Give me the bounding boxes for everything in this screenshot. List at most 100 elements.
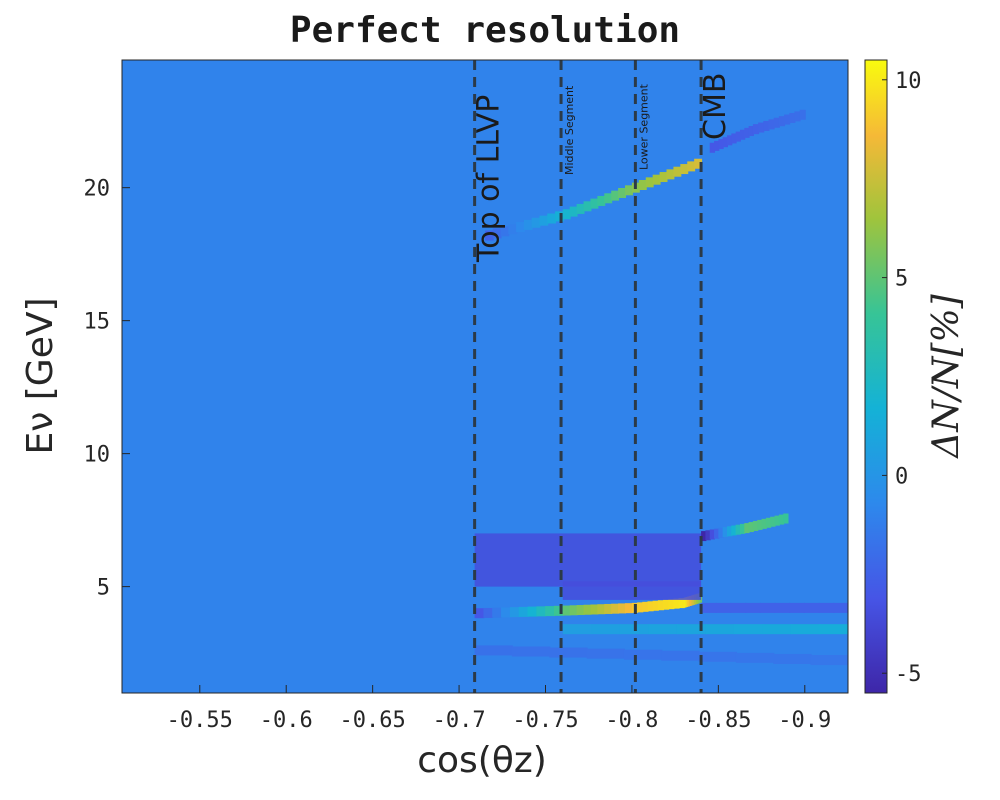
heatmap-cell: [714, 140, 720, 151]
heatmap-cell: [492, 607, 503, 618]
heatmap-cell: [790, 624, 821, 635]
colorbar-tick-label: -5: [895, 662, 922, 687]
heatmap-cell: [666, 169, 675, 180]
y-tick-label: 20: [84, 177, 111, 202]
heatmap-cell: [718, 527, 724, 538]
heatmap-cell: [569, 605, 578, 616]
heatmap-cell: [794, 111, 801, 122]
heatmap-cell: [680, 164, 689, 175]
heatmap-cell: [642, 601, 649, 612]
heatmap-cells: [474, 109, 848, 666]
heatmap-cell: [673, 166, 682, 177]
heatmap-cell: [759, 602, 776, 613]
heatmap-cell: [789, 602, 805, 613]
x-tick-label: -0.65: [340, 708, 406, 733]
heatmap-cell: [783, 513, 789, 524]
heatmap-cell: [735, 131, 741, 142]
heatmap-cell: [731, 525, 737, 536]
heatmap-cell: [688, 595, 692, 606]
heatmap-cell: [768, 119, 775, 130]
heatmap-cell: [778, 514, 785, 525]
heatmap-cell: [687, 596, 690, 607]
heatmap-cell: [715, 602, 732, 613]
colorbar-tick-label: 0: [895, 464, 908, 489]
heatmap-cell: [501, 607, 511, 618]
heatmap-cell: [748, 522, 754, 533]
heatmap-cell: [718, 139, 724, 150]
heatmap-cell: [625, 185, 633, 196]
heatmap-cell: [576, 203, 585, 214]
heatmap-cell: [709, 529, 716, 540]
heatmap-cell: [625, 603, 633, 614]
heatmap-cell: [701, 531, 707, 542]
heatmap-cell: [645, 177, 654, 188]
heatmap-cell: [722, 137, 728, 148]
heatmap-cell: [694, 158, 703, 169]
heatmap-cell: [774, 602, 791, 613]
heatmap-cell: [523, 219, 533, 230]
heatmap-cell: [618, 603, 627, 614]
heatmap-cell: [638, 180, 647, 191]
heatmap-cell: [637, 602, 644, 613]
heatmap-cell: [536, 606, 547, 617]
heatmap-cell: [511, 646, 551, 657]
x-tick-label: -0.85: [685, 708, 751, 733]
heatmap-cell: [803, 602, 820, 613]
heatmap-cell: [500, 226, 510, 237]
heatmap-cell: [744, 127, 750, 138]
heatmap-cell: [527, 606, 538, 617]
heatmap-cell: [474, 608, 485, 619]
heatmap-cell: [562, 605, 571, 616]
heatmap-cell: [555, 211, 564, 222]
heatmap-cell: [576, 605, 585, 616]
heatmap-cell: [744, 523, 750, 534]
heatmap-cell: [752, 520, 759, 531]
x-tick-label: -0.8: [605, 708, 658, 733]
heatmap-blob: [562, 581, 702, 600]
x-tick-label: -0.7: [433, 708, 486, 733]
heatmap-cell: [623, 649, 663, 660]
y-tick-label: 10: [84, 443, 111, 468]
region-boundaries: Top of LLVP Middle Segment Lower Segment CM…: [472, 60, 733, 693]
heatmap-cell: [668, 599, 675, 610]
heatmap-cell: [652, 600, 659, 611]
plot-area: Top of LLVP Middle Segment Lower Segment CM…: [122, 60, 848, 693]
heatmap-background: [122, 60, 848, 693]
heatmap-cell: [752, 124, 760, 135]
heatmap-cell: [659, 172, 668, 183]
heatmap-cell: [562, 624, 593, 635]
colorbar-ticks: -5 0 5 10: [882, 69, 922, 687]
colorbar-tick-label: 10: [895, 69, 922, 94]
heatmap-cell: [727, 526, 733, 537]
heatmap-cell: [773, 117, 780, 128]
x-axis-label: cos(θz): [417, 740, 547, 781]
heatmap-cell: [683, 597, 687, 608]
heatmap-cell: [735, 652, 775, 663]
heatmap-cell: [661, 650, 700, 661]
heatmap-cell: [652, 174, 661, 185]
heatmap-cell: [562, 209, 571, 220]
heatmap-cell: [647, 601, 654, 612]
heatmap-cell: [757, 519, 763, 530]
heatmap-cell: [705, 624, 735, 635]
heatmap-cell: [784, 114, 791, 125]
heatmap-cell: [539, 215, 549, 226]
y-axis: 5 10 15 20: [84, 177, 130, 601]
heatmap-cell: [648, 624, 678, 635]
heatmap-cell: [789, 112, 796, 123]
heatmap-cell: [516, 222, 525, 233]
heatmap-cell: [739, 129, 746, 140]
chart-title: Perfect resolution: [290, 10, 680, 51]
heatmap-cell: [657, 600, 665, 611]
heatmap-cell: [618, 187, 627, 198]
heatmap-cell: [591, 624, 621, 635]
heatmap-cell: [778, 116, 786, 127]
heatmap-cell: [748, 126, 754, 137]
heatmap-cell: [549, 647, 588, 658]
x-axis: -0.55 -0.6 -0.65 -0.7 -0.75 -0.8 -0.85 -0.9: [167, 685, 831, 733]
boundary-label: Lower Segment: [637, 83, 650, 170]
heatmap-cell: [765, 517, 772, 528]
heatmap-cell: [604, 603, 613, 614]
x-tick-label: -0.55: [167, 708, 233, 733]
x-tick-label: -0.75: [512, 708, 578, 733]
